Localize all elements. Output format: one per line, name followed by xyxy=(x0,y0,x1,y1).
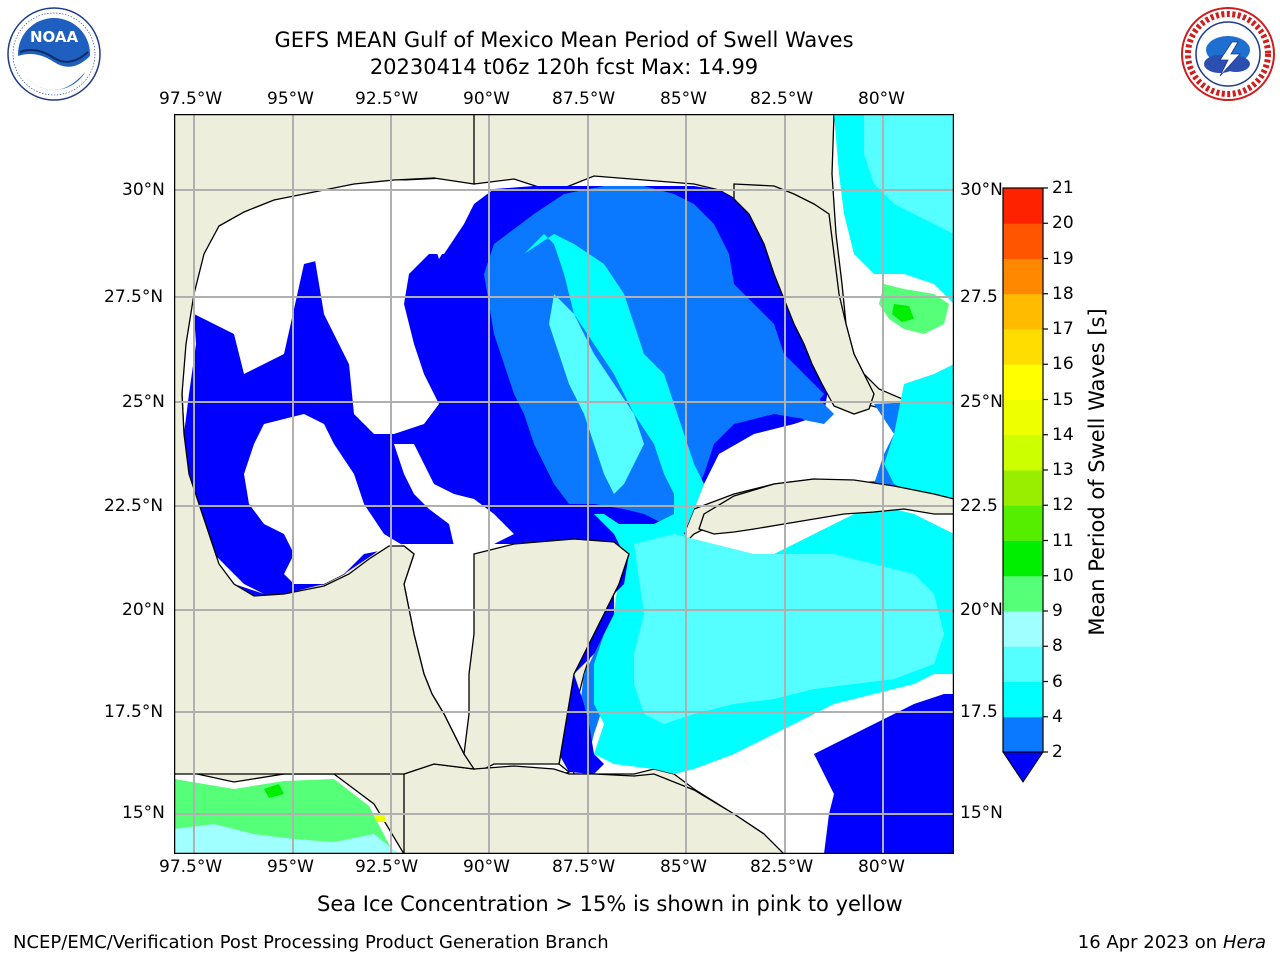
colorbar-tick-label: 6 xyxy=(1052,671,1063,692)
lat-label-right-20n: 20°N xyxy=(960,600,1003,620)
noaa-logo: NOAA xyxy=(6,6,102,102)
colorbar-segment xyxy=(1003,681,1043,718)
colorbar-segment xyxy=(1003,470,1043,506)
lon-label-top-95w: 95°W xyxy=(267,89,314,109)
lon-label-top-97-5w: 97.5°W xyxy=(159,89,223,109)
colorbar-label: Mean Period of Swell Waves [s] xyxy=(1085,308,1109,636)
colorbar-tick-label: 13 xyxy=(1052,460,1074,480)
lon-label-bottom-85w: 85°W xyxy=(660,857,707,877)
lat-label-right-25n: 25°N xyxy=(960,392,1003,412)
lon-label-top-85w: 85°W xyxy=(660,89,707,109)
colorbar-segment xyxy=(1003,646,1043,682)
colorbar-tick-label: 2 xyxy=(1052,742,1063,762)
lat-label-left-25n: 25°N xyxy=(122,392,165,412)
lat-label-right-17-5: 17.5 xyxy=(960,702,998,722)
colorbar-segment xyxy=(1003,540,1043,577)
colorbar-segment xyxy=(1003,575,1043,612)
colorbar-tick-label: 17 xyxy=(1052,319,1074,339)
lon-label-top-92-5w: 92.5°W xyxy=(355,89,419,109)
central-america-land xyxy=(403,763,785,854)
colorbar-tick-label: 16 xyxy=(1052,354,1074,375)
colorbar-extend-arrow xyxy=(1002,751,1044,783)
colorbar-segment xyxy=(1003,716,1043,753)
colorbar-segment xyxy=(1003,364,1043,400)
colorbar-segment xyxy=(1003,258,1043,295)
colorbar-segment xyxy=(1003,611,1043,647)
lon-label-bottom-80w: 80°W xyxy=(858,857,905,877)
colorbar-tick-label: 21 xyxy=(1052,178,1074,198)
map-gridlines xyxy=(174,114,954,854)
colorbar-tick-label: 4 xyxy=(1052,706,1063,727)
lat-label-right-22-5: 22.5 xyxy=(960,496,998,516)
colorbar-tick-label: 9 xyxy=(1052,601,1063,621)
footer-machine: Hera xyxy=(1222,932,1266,953)
colorbar-tick-label: 18 xyxy=(1052,283,1074,304)
colorbar-segment xyxy=(1003,329,1043,365)
colorbar-segment xyxy=(1003,399,1043,436)
map-title: GEFS MEAN Gulf of Mexico Mean Period of … xyxy=(274,28,854,52)
colorbar-tick-label: 12 xyxy=(1052,495,1074,516)
lon-label-top-90w: 90°W xyxy=(463,89,510,109)
colorbar-segment xyxy=(1003,188,1043,224)
colorbar xyxy=(1002,187,1048,783)
map-subtitle: 20230414 t06z 120h fcst Max: 14.99 xyxy=(369,55,759,79)
colorbar-tick-label: 20 xyxy=(1052,213,1074,234)
map-frame xyxy=(174,114,954,854)
noaa-logo-text: NOAA xyxy=(30,28,79,46)
lon-label-bottom-92-5w: 92.5°W xyxy=(355,857,419,877)
lat-label-left-22-5n: 22.5°N xyxy=(104,496,164,516)
swell-period-field xyxy=(174,114,954,854)
lon-label-bottom-82-5w: 82.5°W xyxy=(750,857,814,877)
lat-label-left-20n: 20°N xyxy=(122,600,165,620)
lon-label-top-80w: 80°W xyxy=(858,89,905,109)
lon-label-top-87-5w: 87.5°W xyxy=(552,89,616,109)
lon-label-top-82-5w: 82.5°W xyxy=(750,89,814,109)
footer-date-text: 16 Apr 2023 on xyxy=(1077,932,1223,953)
colorbar-tick-label: 10 xyxy=(1052,565,1074,586)
sea-ice-note: Sea Ice Concentration > 15% is shown in … xyxy=(317,892,903,916)
lon-label-bottom-95w: 95°W xyxy=(267,857,314,877)
lat-label-right-15n: 15°N xyxy=(960,803,1003,823)
lon-label-bottom-90w: 90°W xyxy=(463,857,510,877)
colorbar-tick-label: 8 xyxy=(1052,636,1063,657)
colorbar-tick-labels: 2 4 6 8 9 10 11 12 13 14 15 16 17 18 19 20 21 xyxy=(1052,176,1092,776)
footer-producer: NCEP/EMC/Verification Post Processing Pr… xyxy=(13,932,609,953)
lat-label-left-30n: 30°N xyxy=(122,180,165,200)
colorbar-segments xyxy=(1003,188,1043,753)
footer-date: 16 Apr 2023 on Hera xyxy=(1078,932,1266,954)
swell-period-map xyxy=(174,114,954,854)
lon-label-bottom-87-5w: 87.5°W xyxy=(552,857,616,877)
colorbar-tick-label: 11 xyxy=(1052,530,1074,551)
lat-label-right-27-5: 27.5 xyxy=(960,287,998,307)
lat-label-left-15n: 15°N xyxy=(122,803,165,823)
lat-label-right-30n: 30°N xyxy=(960,180,1003,200)
lat-label-left-17-5n: 17.5°N xyxy=(104,702,164,722)
lon-label-bottom-97-5w: 97.5°W xyxy=(159,857,223,877)
colorbar-tick-label: 15 xyxy=(1052,389,1074,410)
colorbar-segment xyxy=(1003,293,1043,330)
colorbar-tick-label: 14 xyxy=(1052,424,1074,445)
colorbar-segment xyxy=(1003,223,1043,259)
florida-land xyxy=(733,183,875,415)
colorbar-tick-label: 19 xyxy=(1052,248,1074,269)
nws-logo xyxy=(1180,6,1276,102)
colorbar-segment xyxy=(1003,434,1043,471)
colorbar-segment xyxy=(1003,505,1043,541)
lat-label-left-27-5n: 27.5°N xyxy=(104,287,164,307)
colorbar-tick-marks xyxy=(1043,187,1048,753)
